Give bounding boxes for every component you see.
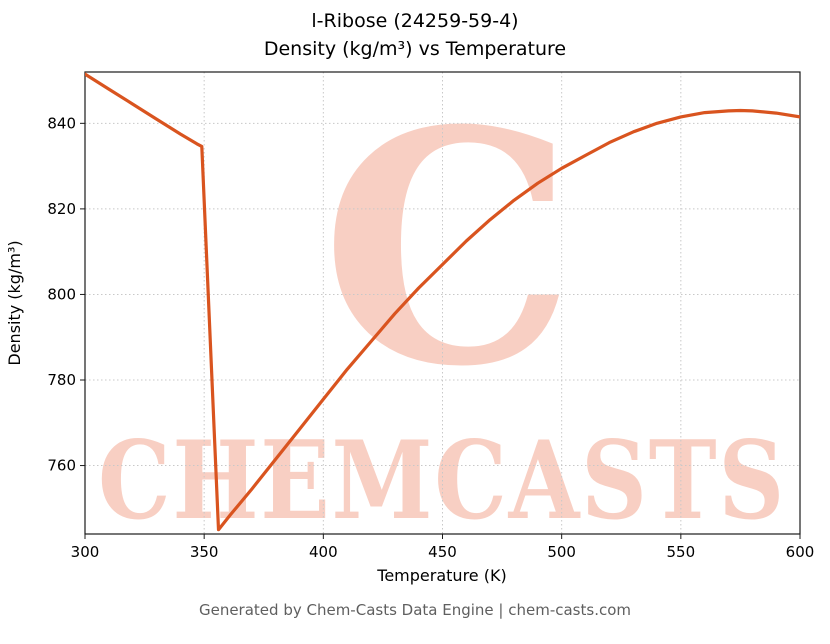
plot-border xyxy=(84,71,801,535)
watermark: C CHEMCASTS xyxy=(98,66,786,544)
watermark-text: CHEMCASTS xyxy=(98,418,786,544)
y-tick-label: 800 xyxy=(47,285,76,303)
y-tick-label: 820 xyxy=(47,200,76,218)
tick-layer: 300 350 400 450 500 550 600 760 780 800 820 840 xyxy=(47,114,814,561)
x-tick-label: 600 xyxy=(786,543,815,561)
y-tick-label: 780 xyxy=(47,371,76,389)
x-tick-label: 450 xyxy=(428,543,457,561)
series-layer xyxy=(85,72,800,532)
y-tick-label: 840 xyxy=(47,114,76,132)
chart-title: l-Ribose (24259-59-4) xyxy=(311,10,519,32)
plot-border-rect xyxy=(84,71,801,535)
y-axis-label: Density (kg/m³) xyxy=(5,240,24,365)
watermark-letter-c: C xyxy=(321,66,576,437)
x-tick-label: 350 xyxy=(190,543,219,561)
x-tick-label: 550 xyxy=(667,543,696,561)
x-tick-label: 500 xyxy=(547,543,576,561)
x-axis-label: Temperature (K) xyxy=(376,566,506,585)
chart-subtitle: Density (kg/m³) vs Temperature xyxy=(263,37,567,60)
x-tick-label: 400 xyxy=(309,543,338,561)
footer-text: Generated by Chem-Casts Data Engine | ch… xyxy=(198,601,632,619)
x-tick-label: 300 xyxy=(71,543,100,561)
y-tick-label: 760 xyxy=(47,457,76,475)
chart-title-block: l-Ribose (24259-59-4) Density (kg/m³) vs… xyxy=(0,8,830,63)
density-line-chart: C CHEMCASTS 300 350 400 450 500 550 600 760 780 8… xyxy=(5,66,814,585)
density-series-line xyxy=(85,72,800,532)
